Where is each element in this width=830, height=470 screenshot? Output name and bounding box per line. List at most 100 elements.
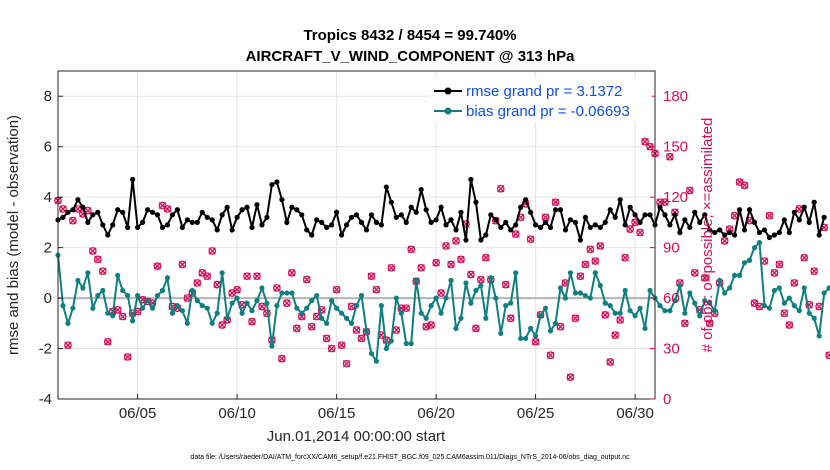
obs-assimilated-marker [104, 338, 112, 346]
rmse-point [413, 209, 419, 215]
bias-point [806, 310, 812, 316]
bias-point [60, 303, 66, 309]
rmse-point [353, 212, 360, 218]
rmse-point [771, 232, 778, 238]
obs-assimilated-marker [59, 205, 67, 213]
obs-assimilated-marker [99, 267, 107, 275]
rmse-point [657, 204, 663, 210]
obs-possible-marker [591, 257, 600, 265]
bias-point [741, 260, 748, 266]
obs-possible-marker [666, 152, 674, 161]
obs-assimilated-marker [427, 321, 435, 329]
obs-assimilated-marker [347, 302, 356, 311]
obs-assimilated-marker [442, 242, 450, 250]
obs-assimilated-marker [497, 185, 505, 193]
obs-possible-marker [292, 324, 301, 333]
rmse-point [567, 217, 574, 223]
bias-point [662, 308, 668, 314]
obs-assimilated-marker [740, 181, 749, 190]
bias-point [199, 303, 205, 309]
bias-point [801, 285, 807, 291]
bias-point [508, 300, 514, 306]
bias-point [642, 325, 648, 331]
bias-point [821, 290, 827, 296]
rmse-point [139, 219, 146, 225]
rmse-point [533, 222, 539, 228]
bias-point [403, 340, 409, 347]
obs-assimilated-marker [730, 211, 739, 220]
obs-possible-marker [59, 205, 67, 213]
obs-assimilated-marker [243, 272, 251, 280]
rmse-point [717, 227, 723, 233]
rmse-point [468, 176, 474, 183]
obs-assimilated-marker [203, 272, 211, 280]
rmse-point [622, 222, 628, 228]
legend-box [430, 78, 652, 122]
bias-point [667, 308, 673, 314]
obs-possible-marker [387, 263, 396, 272]
obs-assimilated-marker [467, 270, 475, 279]
bias-point [423, 315, 429, 321]
obs-possible-marker [452, 237, 460, 245]
obs-possible-marker [442, 242, 450, 250]
chart-title: Tropics 8432 / 8454 = 99.740% [303, 27, 516, 44]
rmse-point [821, 214, 827, 220]
bias-point [647, 287, 653, 294]
bias-point [478, 282, 484, 289]
rmse-point [105, 232, 111, 238]
obs-possible-marker [447, 260, 455, 269]
rmse-point [264, 214, 270, 220]
obs-assimilated-marker [293, 324, 301, 333]
bias-point [592, 270, 598, 276]
obs-assimilated-marker [308, 323, 316, 331]
obs-possible-marker [98, 267, 107, 276]
rmse-point [184, 217, 190, 223]
bias-point [552, 320, 559, 326]
bias-point [149, 305, 156, 311]
obs-assimilated-marker [701, 274, 709, 282]
obs-assimilated-marker [372, 286, 381, 294]
obs-possible-marker [685, 186, 694, 195]
bias-point [493, 295, 499, 301]
bias-point [577, 290, 583, 296]
obs-possible-marker [218, 321, 227, 329]
rmse-point [314, 217, 320, 223]
bias-point [736, 272, 743, 278]
rmse-point [403, 219, 409, 225]
obs-possible-marker [282, 299, 291, 307]
obs-possible-marker [825, 351, 830, 360]
plot-background [58, 71, 655, 399]
y2-tick-label: 150 [663, 139, 688, 156]
bias-point [677, 282, 683, 289]
bias-point [120, 287, 126, 294]
bias-point [518, 335, 524, 342]
obs-assimilated-marker [681, 319, 689, 327]
bias-point [498, 330, 504, 336]
bias-point [289, 290, 295, 296]
rmse-point [741, 227, 748, 233]
bias-point [816, 333, 822, 339]
obs-assimilated-marker [472, 324, 480, 333]
obs-possible-marker [641, 137, 649, 146]
obs-possible-marker [611, 331, 620, 339]
bias-point [393, 295, 399, 301]
bias-point [732, 272, 738, 278]
bias-point [105, 310, 111, 316]
obs-assimilated-marker [810, 267, 818, 275]
obs-possible-marker [193, 279, 202, 287]
x-axis-ticks: 06/05 06/10 06/15 06/20 06/25 06/30 [119, 394, 654, 422]
rmse-point [562, 227, 569, 233]
rmse-point [254, 202, 260, 208]
bias-point [194, 298, 200, 304]
bias-point [358, 292, 365, 299]
rmse-point [309, 232, 315, 238]
obs-assimilated-marker [457, 255, 465, 264]
obs-possible-marker [551, 198, 560, 207]
obs-assimilated-marker [526, 235, 535, 243]
y-tick-label: 4 [44, 189, 52, 206]
bias-point [65, 320, 71, 326]
bias-series [55, 239, 830, 365]
obs-assimilated-marker [342, 360, 351, 368]
obs-possible-marker [278, 354, 286, 363]
bias-point [378, 303, 384, 309]
